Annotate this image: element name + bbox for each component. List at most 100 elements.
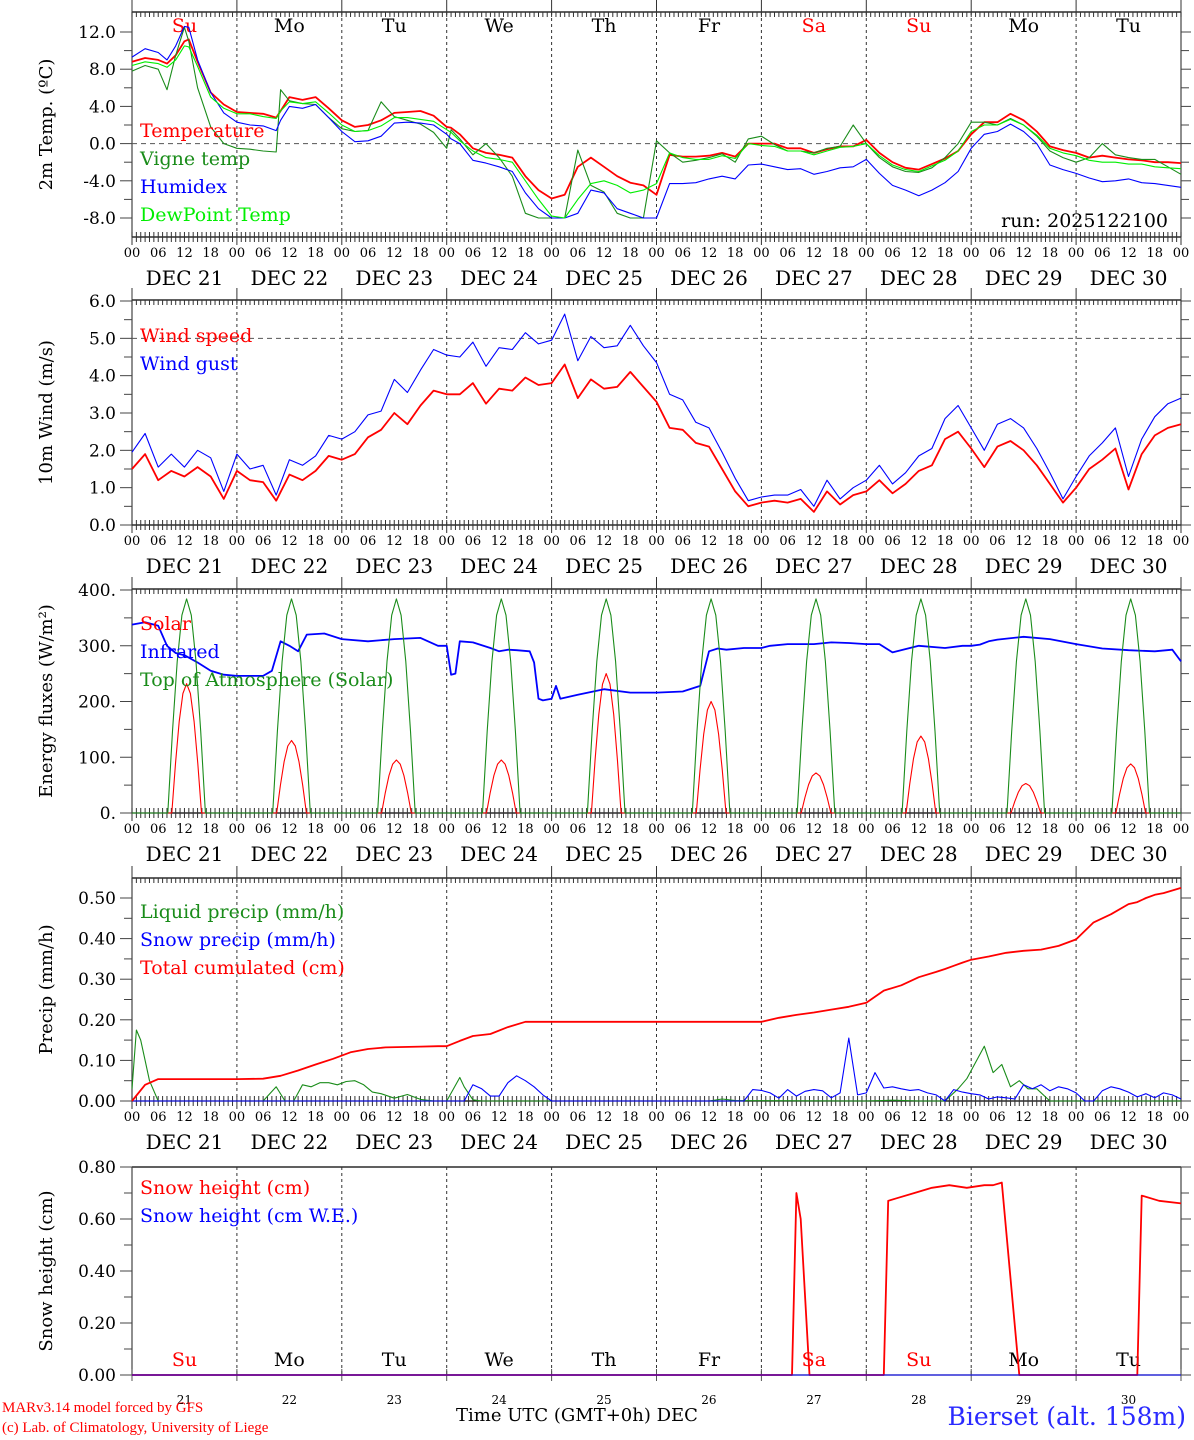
x-date-label: DEC 30 xyxy=(1090,266,1168,290)
x-hour-label: 18 xyxy=(517,1110,534,1125)
y-tick-label: 5.0 xyxy=(89,329,116,349)
x-date-label: DEC 25 xyxy=(565,842,643,866)
y-tick-label: 0.40 xyxy=(78,1262,116,1282)
x-hour-label: 12 xyxy=(701,246,718,261)
weekday-label: Mo xyxy=(1008,1349,1039,1371)
x-hour-label: 18 xyxy=(1147,1110,1164,1125)
x-day-number: 24 xyxy=(492,1393,508,1407)
y-tick-label: 2.0 xyxy=(89,441,116,461)
x-hour-label: 18 xyxy=(832,534,849,549)
weekday-label: Th xyxy=(592,15,617,37)
x-hour-label: 06 xyxy=(360,246,377,261)
x-hour-label: 06 xyxy=(570,534,587,549)
x-hour-label: 12 xyxy=(596,534,613,549)
x-hour-label: 06 xyxy=(255,822,272,837)
x-hour-label: 06 xyxy=(989,822,1006,837)
x-date-label: DEC 27 xyxy=(775,266,853,290)
x-date-label: DEC 22 xyxy=(250,554,328,578)
x-date-label: DEC 26 xyxy=(670,266,748,290)
y-axis-label: Snow height (cm) xyxy=(36,1190,57,1351)
x-date-label: DEC 30 xyxy=(1090,1130,1168,1154)
x-hour-label: 00 xyxy=(753,534,770,549)
series-line-total-cumulated-cm xyxy=(131,887,1182,1102)
x-hour-label: 06 xyxy=(884,1110,901,1125)
x-hour-label: 06 xyxy=(674,822,691,837)
x-hour-label: 00 xyxy=(1173,534,1190,549)
x-hour-label: 06 xyxy=(150,246,167,261)
x-hour-label: 12 xyxy=(1015,822,1032,837)
x-hour-label: 12 xyxy=(806,246,823,261)
x-hour-label: 12 xyxy=(491,246,508,261)
x-hour-label: 18 xyxy=(202,534,219,549)
x-hour-label: 12 xyxy=(701,1110,718,1125)
lab-credit: (c) Lab. of Climatology, University of L… xyxy=(2,1420,269,1436)
x-date-label: DEC 26 xyxy=(670,842,748,866)
x-date-label: DEC 26 xyxy=(670,1130,748,1154)
x-date-label: DEC 28 xyxy=(880,1130,958,1154)
x-hour-label: 18 xyxy=(202,822,219,837)
x-hour-label: 12 xyxy=(806,822,823,837)
x-date-label: DEC 28 xyxy=(880,842,958,866)
x-hour-label: 00 xyxy=(1068,822,1085,837)
x-hour-label: 06 xyxy=(1094,822,1111,837)
legend-entry: Humidex xyxy=(140,176,227,198)
x-hour-label: 18 xyxy=(937,822,954,837)
x-hour-label: 18 xyxy=(1147,822,1164,837)
x-hour-label: 18 xyxy=(1147,246,1164,261)
x-day-number: 23 xyxy=(387,1393,402,1407)
y-tick-label: 0.60 xyxy=(78,1210,116,1230)
x-hour-label: 18 xyxy=(832,246,849,261)
x-date-label: DEC 25 xyxy=(565,1130,643,1154)
x-hour-label: 06 xyxy=(884,246,901,261)
x-day-number: 21 xyxy=(177,1393,192,1407)
panel-1: 12.0 8.0 4.0 0.0 -4.0 -8.0 2m Temp. (ºC) 00 06 12… xyxy=(36,0,1191,290)
x-date-label: DEC 27 xyxy=(775,1130,853,1154)
y-tick-label: 6.0 xyxy=(89,292,116,312)
x-hour-label: 00 xyxy=(334,822,351,837)
x-hour-label: 00 xyxy=(648,1110,665,1125)
x-hour-label: 12 xyxy=(1120,822,1137,837)
x-date-label: DEC 27 xyxy=(775,554,853,578)
y-tick-label: 400. xyxy=(78,581,116,601)
x-hour-label: 06 xyxy=(150,534,167,549)
x-date-label: DEC 26 xyxy=(670,554,748,578)
x-hour-label: 00 xyxy=(858,246,875,261)
x-hour-label: 00 xyxy=(1068,534,1085,549)
x-hour-label: 12 xyxy=(1120,246,1137,261)
model-credit: MARv3.14 model forced by GFS (c) Lab. of… xyxy=(2,1398,268,1438)
x-hour-label: 06 xyxy=(989,1110,1006,1125)
x-hour-label: 00 xyxy=(1173,246,1190,261)
x-hour-label: 00 xyxy=(438,534,455,549)
x-hour-label: 00 xyxy=(438,246,455,261)
x-date-label: DEC 29 xyxy=(985,842,1063,866)
x-hour-label: 00 xyxy=(963,246,980,261)
y-tick-label: 300. xyxy=(78,637,116,657)
x-hour-label: 00 xyxy=(229,1110,246,1125)
x-date-label: DEC 21 xyxy=(146,842,224,866)
x-hour-label: 00 xyxy=(753,822,770,837)
weekday-label: Su xyxy=(906,1349,931,1371)
x-hour-label: 12 xyxy=(386,1110,403,1125)
x-hour-label: 12 xyxy=(910,246,927,261)
legend-entry: Vigne temp xyxy=(139,148,250,170)
x-hour-label: 12 xyxy=(176,822,193,837)
weekday-label: Mo xyxy=(1008,15,1039,37)
weekday-label: Su xyxy=(906,15,931,37)
x-hour-label: 12 xyxy=(1120,1110,1137,1125)
series-line-humidex xyxy=(131,25,1182,219)
x-hour-label: 00 xyxy=(753,1110,770,1125)
x-hour-label: 06 xyxy=(989,534,1006,549)
x-hour-label: 06 xyxy=(989,246,1006,261)
x-hour-label: 06 xyxy=(465,246,482,261)
x-hour-label: 12 xyxy=(1120,534,1137,549)
x-date-label: DEC 29 xyxy=(985,266,1063,290)
x-hour-label: 12 xyxy=(386,822,403,837)
legend-entry: Snow height (cm) xyxy=(140,1177,310,1199)
x-hour-label: 00 xyxy=(543,1110,560,1125)
panel-4: 0.50 0.40 0.30 0.20 0.10 0.00 Precip (mm/h) 00 0… xyxy=(36,866,1191,1154)
weekday-label: Su xyxy=(172,1349,197,1371)
x-hour-label: 18 xyxy=(1042,246,1059,261)
x-date-label: DEC 23 xyxy=(355,554,433,578)
x-hour-label: 18 xyxy=(1042,534,1059,549)
